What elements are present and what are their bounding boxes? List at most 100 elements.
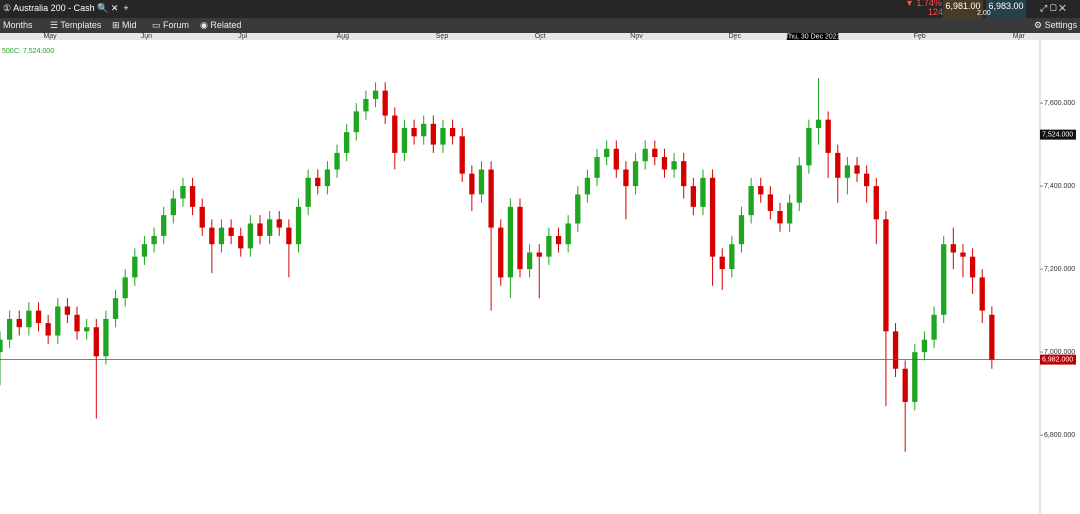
x-tick-label: May	[43, 33, 57, 40]
candle-body	[709, 177, 716, 257]
y-tick-label: 7,000.000	[1044, 349, 1075, 356]
x-tick-label: Nov	[630, 33, 643, 40]
settings-label: Settings	[1044, 20, 1078, 30]
candle-body	[478, 169, 485, 195]
price-label: 6,982.000	[1042, 356, 1073, 363]
candle-body	[392, 115, 398, 153]
legend-name: 500	[2, 48, 14, 55]
change-pts: 124	[928, 7, 944, 17]
candle-body	[671, 161, 677, 170]
instrument-name: Australia 200 - Cash	[13, 3, 95, 13]
ask-price[interactable]: 6,983.00	[986, 0, 1026, 18]
candle-body	[969, 256, 976, 278]
candle-body	[835, 152, 841, 178]
candle-body	[642, 148, 648, 162]
candle-body	[103, 318, 109, 357]
candle-body	[960, 252, 966, 257]
change-pct: ▼ 1.74%	[905, 0, 942, 8]
candle-body	[796, 165, 802, 203]
x-tick-label: Mar	[1013, 33, 1026, 40]
x-tick-label: Jul	[238, 33, 247, 40]
candle-body	[344, 132, 350, 153]
spread: 2.00	[977, 10, 991, 17]
candle-body	[700, 177, 706, 207]
candle-body	[613, 148, 619, 170]
candle-body	[921, 339, 928, 353]
candle-body	[758, 186, 764, 195]
candle-body	[286, 227, 292, 245]
candle-body	[189, 186, 196, 207]
crosshair-label: Thu, 30 Dec 2021	[785, 33, 841, 40]
title-bar: ① Australia 200 - Cash 🔍 ✕ + ▼ 1.74% 124…	[0, 0, 1080, 18]
candle-body	[469, 173, 475, 195]
candle-body	[748, 186, 754, 216]
candle-body	[738, 215, 745, 245]
candle-body	[729, 244, 735, 270]
candle-body	[141, 244, 148, 257]
candle-body	[151, 235, 157, 245]
y-tick-label: 6,800.000	[1044, 432, 1075, 439]
candle-body	[767, 194, 774, 212]
candle-body	[430, 123, 436, 145]
window-controls[interactable]: ⤢ ▢ ✕	[1040, 3, 1066, 13]
candle-body	[363, 98, 369, 112]
candle-body	[421, 123, 427, 137]
candle-body	[170, 198, 176, 216]
candle-body	[825, 119, 831, 153]
candle-body	[546, 235, 552, 257]
candle-body	[950, 244, 956, 253]
candle-body	[209, 227, 215, 245]
candle-body	[295, 206, 302, 245]
price-label-bg	[1040, 354, 1076, 365]
related-label: Related	[210, 20, 242, 30]
candle-body	[6, 318, 13, 340]
candle-body	[575, 194, 581, 224]
candle-body	[257, 223, 263, 236]
candle-body	[873, 186, 879, 220]
candle-body	[276, 219, 282, 228]
candle-body	[989, 314, 995, 360]
candle-body	[892, 331, 899, 369]
y-tick-label: 7,600.000	[1044, 100, 1075, 107]
candle-body	[488, 169, 494, 228]
candle-body	[228, 227, 234, 236]
candle-body	[594, 157, 600, 178]
templates-button[interactable]: ☰ Templates	[50, 20, 102, 30]
y-tick-label: 7,200.000	[1044, 266, 1075, 273]
settings-button[interactable]: ⚙ Settings	[1034, 20, 1078, 30]
candle-body	[623, 169, 629, 187]
candle-body	[440, 127, 446, 145]
candle-body	[786, 202, 793, 224]
instrument-tab[interactable]: ① Australia 200 - Cash 🔍 ✕ +	[3, 3, 129, 13]
time-axis-bg	[0, 33, 1080, 40]
bid-price[interactable]: 6,981.00	[943, 0, 983, 18]
legend-close: C: 7,524.000	[14, 48, 54, 55]
candle-body	[334, 152, 340, 170]
forum-button[interactable]: ▭ Forum	[152, 20, 190, 30]
candle-body	[931, 314, 937, 340]
crosshair-label-bg	[786, 33, 839, 40]
candle-body	[199, 206, 205, 228]
forum-label: Forum	[163, 20, 190, 30]
timeframe[interactable]: Months	[3, 20, 33, 30]
candle-body	[45, 323, 51, 336]
candle-body	[132, 256, 138, 278]
candle-body	[912, 352, 918, 402]
candle-body	[854, 165, 860, 174]
x-tick-label: Jun	[141, 33, 152, 40]
x-tick-label: Dec	[729, 33, 742, 40]
candle-body	[180, 186, 186, 199]
candle-body	[883, 219, 889, 332]
candle-body	[517, 206, 523, 270]
candle-body	[0, 339, 3, 353]
related-button[interactable]: ◉ Related	[200, 20, 242, 30]
mid-button[interactable]: ⊞ Mid	[112, 20, 137, 30]
candle-body	[507, 206, 514, 278]
candle-body	[26, 310, 32, 328]
mid-label: Mid	[122, 20, 137, 30]
candle-body	[353, 111, 359, 133]
candle-body	[35, 310, 42, 324]
candle-body	[902, 368, 908, 402]
candle-body	[122, 277, 128, 299]
x-tick-label: Sep	[436, 33, 449, 40]
